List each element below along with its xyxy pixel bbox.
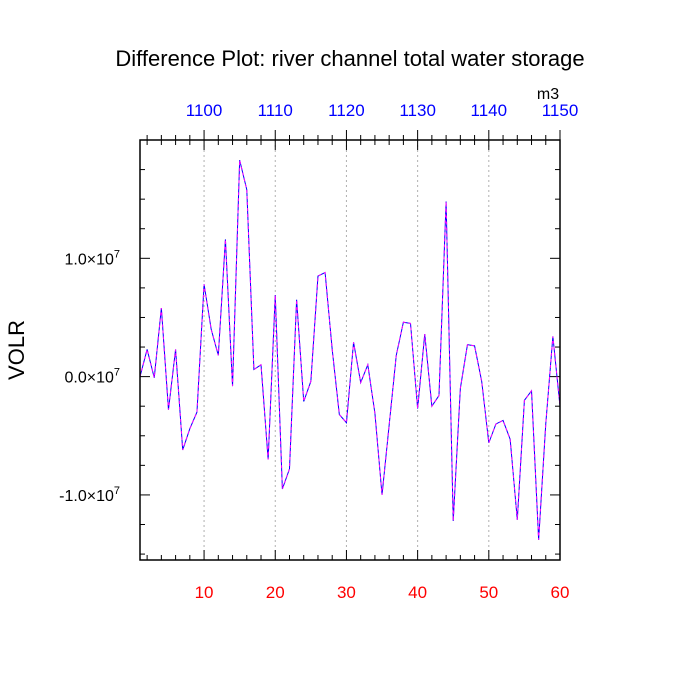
top-tick-label: 1130: [399, 101, 436, 120]
top-tick-label: 1120: [328, 101, 365, 120]
top-tick-label: 1100: [186, 101, 223, 120]
units-label: m3: [537, 86, 559, 103]
top-axis-tick-labels: 1100 1110 1120 1130 1140 1150: [186, 101, 578, 120]
x-tick-label: 50: [479, 583, 498, 602]
bottom-axis-tick-labels: 10 20 30 40 50 60: [195, 583, 570, 602]
series-line-dashed: [139, 159, 561, 540]
x-tick-label: 40: [408, 583, 427, 602]
major-ticks: [140, 130, 561, 560]
series-layer: [139, 159, 561, 540]
x-tick-label: 20: [266, 583, 285, 602]
top-tick-label: 1150: [542, 101, 579, 120]
x-tick-label: 10: [195, 583, 214, 602]
x-tick-label: 60: [551, 583, 570, 602]
gridlines: [203, 140, 490, 560]
plot-frame: [139, 139, 561, 561]
series-line-base: [139, 159, 561, 540]
x-tick-label: 30: [337, 583, 356, 602]
minor-ticks: [140, 135, 560, 560]
y-tick-label: 0.0×107: [64, 367, 120, 387]
y-axis-label: VOLR: [4, 320, 29, 380]
y-tick-label: -1.0×107: [59, 485, 120, 505]
top-tick-label: 1140: [471, 101, 508, 120]
y-tick-label: 1.0×107: [64, 248, 120, 268]
chart-title: Difference Plot: river channel total wat…: [115, 46, 584, 71]
left-axis-tick-labels: -1.0×107 0.0×107 1.0×107: [59, 248, 120, 505]
top-tick-label: 1110: [258, 101, 293, 120]
